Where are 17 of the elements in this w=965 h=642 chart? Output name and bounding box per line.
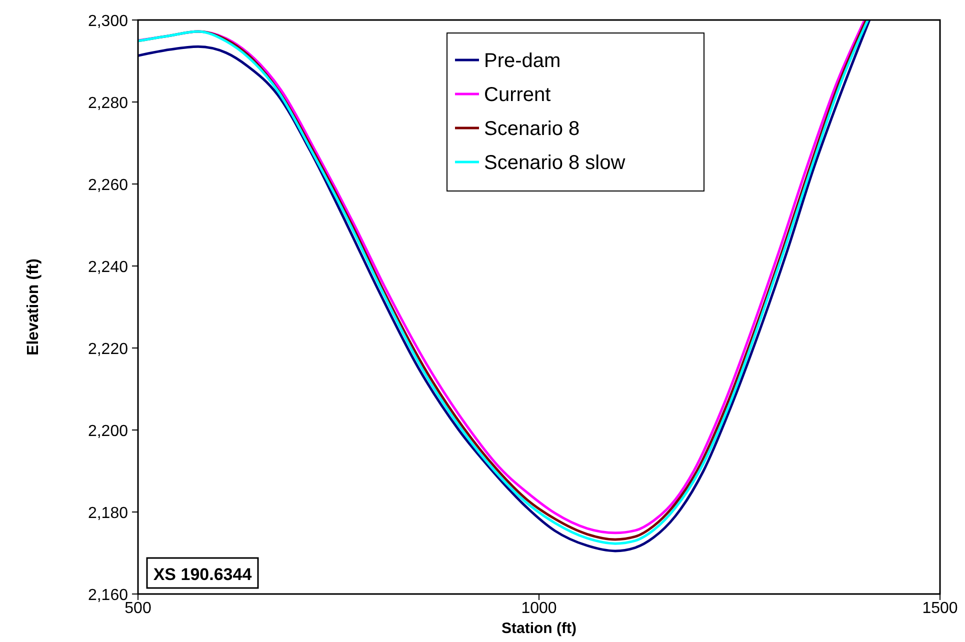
y-tick-label: 2,200 — [88, 423, 128, 440]
x-tick-label: 1500 — [922, 600, 958, 617]
y-tick-label: 2,280 — [88, 95, 128, 112]
x-tick-label: 1000 — [521, 600, 557, 617]
y-tick-label: 2,180 — [88, 505, 128, 522]
legend-label: Scenario 8 slow — [484, 152, 626, 174]
annotation: XS 190.6344 — [153, 565, 252, 584]
y-tick-label: 2,260 — [88, 177, 128, 194]
legend-label: Pre-dam — [484, 50, 561, 72]
legend-label: Scenario 8 — [484, 118, 580, 140]
x-axis-title: Station (ft) — [502, 620, 576, 637]
y-tick-label: 2,240 — [88, 259, 128, 276]
x-tick-label: 500 — [124, 600, 152, 617]
y-tick-label: 2,300 — [88, 13, 128, 30]
y-axis-title: Elevation (ft) — [25, 258, 42, 356]
legend-label: Current — [484, 84, 552, 106]
y-tick-label: 2,220 — [88, 341, 128, 358]
